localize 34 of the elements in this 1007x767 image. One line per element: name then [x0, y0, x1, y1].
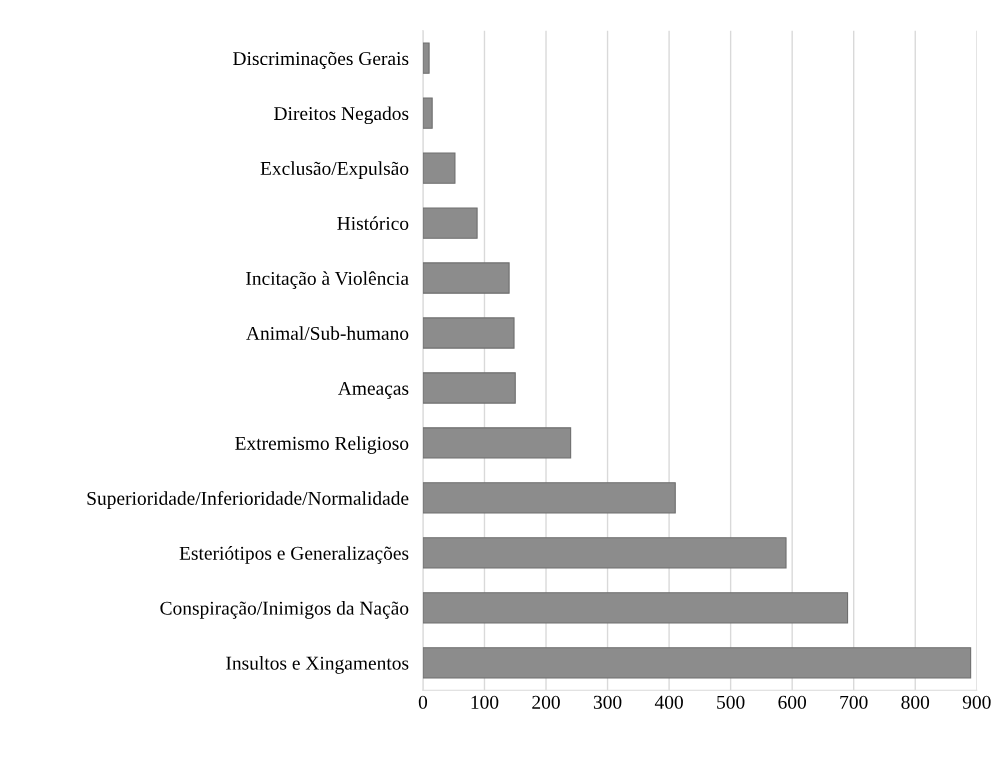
x-tick-label: 0	[418, 695, 428, 709]
x-tick-label: 300	[593, 695, 622, 709]
x-tick-label: 800	[901, 695, 930, 709]
bar	[422, 592, 849, 624]
x-tick-label: 900	[962, 695, 991, 709]
y-tick-label: Direitos Negados	[274, 106, 409, 125]
y-tick-label: Conspiração/Inimigos da Nação	[160, 601, 409, 619]
x-tick-label: 500	[717, 695, 745, 709]
bar	[422, 427, 572, 459]
bar	[422, 537, 787, 569]
bar	[422, 647, 972, 679]
y-tick-label: Histórico	[337, 216, 409, 231]
bar	[422, 97, 433, 129]
y-tick-label: Superioridade/Inferioridade/Normalidade	[87, 491, 409, 509]
bar	[422, 372, 516, 404]
bar	[422, 317, 515, 349]
y-tick-label: Exclusão/Expulsão	[260, 161, 409, 179]
x-tick-label: 700	[840, 695, 868, 709]
bar	[422, 42, 430, 74]
bar	[422, 262, 510, 294]
bar	[422, 482, 676, 514]
y-tick-label: Animal/Sub-humano	[246, 326, 409, 340]
x-tick-label: 400	[654, 695, 683, 709]
y-tick-label: Incitação à Violência	[246, 271, 409, 289]
x-tick-label: 600	[778, 695, 807, 709]
y-tick-label: Discriminações Gerais	[233, 51, 409, 70]
bar	[422, 152, 456, 184]
x-tick-label: 200	[532, 695, 560, 709]
x-tick-label: 100	[471, 695, 499, 709]
bar	[422, 207, 478, 239]
y-tick-label: Esteriótipos e Generalizações	[179, 546, 409, 564]
y-tick-label: Ameaças	[337, 381, 409, 399]
y-tick-label: Extremismo Religioso	[235, 436, 409, 454]
y-tick-label: Insultos e Xingamentos	[226, 656, 409, 674]
